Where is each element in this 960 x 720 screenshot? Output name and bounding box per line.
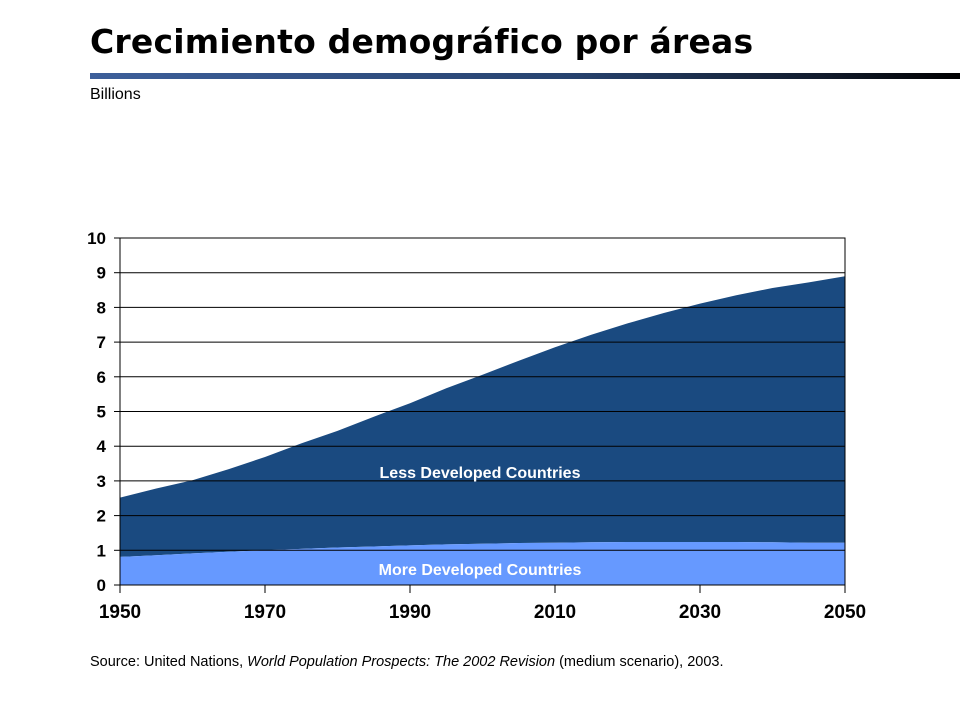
source-note: Source: United Nations, World Population… — [90, 654, 724, 670]
title-divider — [90, 73, 960, 79]
source-publication: World Population Prospects: The 2002 Rev… — [247, 654, 556, 670]
source-prefix: Source: United Nations, — [90, 654, 248, 670]
series-label-more-developed: More Developed Countries — [379, 562, 582, 579]
y-tick-label-2: 2 — [97, 507, 106, 526]
x-tick-label-2010: 2010 — [534, 602, 576, 623]
series-label-less-developed: Less Developed Countries — [380, 465, 581, 482]
y-tick-label-9: 9 — [97, 264, 106, 283]
x-tick-label-2050: 2050 — [824, 602, 866, 623]
area-less-developed — [120, 276, 845, 557]
source-suffix: (medium scenario), 2003. — [555, 654, 724, 670]
y-tick-label-3: 3 — [97, 472, 106, 491]
x-tick-label-1970: 1970 — [244, 602, 286, 623]
y-tick-label-7: 7 — [97, 333, 106, 352]
units-label: Billions — [90, 86, 141, 103]
x-tick-label-1950: 1950 — [99, 602, 141, 623]
area-more-developed — [120, 542, 845, 585]
y-tick-label-1: 1 — [97, 541, 106, 560]
y-tick-label-4: 4 — [97, 437, 107, 456]
y-tick-label-6: 6 — [97, 368, 106, 387]
slide-title: Crecimiento demográfico por áreas — [90, 22, 754, 61]
y-tick-label-0: 0 — [97, 576, 106, 595]
y-tick-label-10: 10 — [87, 229, 106, 248]
y-tick-label-8: 8 — [97, 298, 106, 317]
x-tick-label-1990: 1990 — [389, 602, 431, 623]
x-tick-label-2030: 2030 — [679, 602, 721, 623]
y-tick-label-5: 5 — [97, 403, 106, 422]
